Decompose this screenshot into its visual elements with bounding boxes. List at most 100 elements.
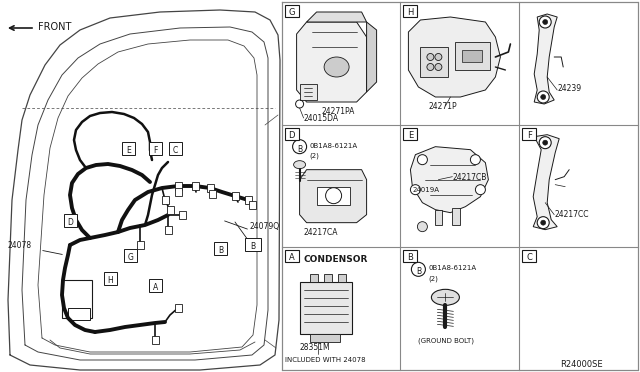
Bar bbox=[169, 142, 182, 155]
Bar bbox=[245, 196, 252, 204]
Text: D: D bbox=[289, 131, 295, 140]
Bar bbox=[285, 250, 299, 262]
Text: 24015DA: 24015DA bbox=[303, 114, 339, 123]
Text: 24217CB: 24217CB bbox=[452, 173, 487, 182]
Circle shape bbox=[410, 185, 420, 195]
Text: (2): (2) bbox=[310, 153, 319, 159]
Bar bbox=[403, 5, 417, 17]
Circle shape bbox=[543, 19, 548, 25]
Circle shape bbox=[537, 91, 549, 103]
Text: (GROUND BOLT): (GROUND BOLT) bbox=[419, 337, 474, 344]
Polygon shape bbox=[296, 22, 367, 102]
Polygon shape bbox=[435, 210, 442, 225]
Text: 24078: 24078 bbox=[8, 241, 32, 250]
Polygon shape bbox=[338, 274, 346, 282]
Bar bbox=[232, 192, 239, 200]
Bar bbox=[403, 250, 417, 262]
Circle shape bbox=[292, 140, 307, 154]
Bar bbox=[175, 188, 182, 196]
Bar bbox=[192, 182, 199, 190]
Polygon shape bbox=[62, 280, 92, 318]
Text: 24271P: 24271P bbox=[428, 102, 457, 111]
Text: 24239: 24239 bbox=[557, 84, 581, 93]
Circle shape bbox=[543, 140, 548, 145]
Text: B: B bbox=[218, 246, 223, 255]
Circle shape bbox=[537, 217, 549, 229]
Bar bbox=[122, 142, 135, 155]
Text: INCLUDED WITH 24078: INCLUDED WITH 24078 bbox=[285, 357, 365, 363]
Polygon shape bbox=[307, 12, 367, 22]
Text: C: C bbox=[173, 146, 178, 155]
Circle shape bbox=[412, 262, 426, 276]
Text: A: A bbox=[289, 253, 294, 262]
Polygon shape bbox=[310, 274, 317, 282]
Text: FRONT: FRONT bbox=[38, 22, 72, 32]
Bar bbox=[137, 241, 144, 249]
Ellipse shape bbox=[324, 57, 349, 77]
Polygon shape bbox=[300, 170, 367, 223]
Text: 24217CC: 24217CC bbox=[554, 210, 589, 219]
Circle shape bbox=[540, 137, 551, 149]
Polygon shape bbox=[68, 308, 90, 320]
Bar bbox=[165, 226, 172, 234]
Polygon shape bbox=[324, 274, 332, 282]
Bar bbox=[209, 190, 216, 198]
Text: 28351M: 28351M bbox=[300, 343, 330, 352]
Polygon shape bbox=[300, 282, 351, 334]
Circle shape bbox=[427, 54, 434, 61]
Ellipse shape bbox=[294, 161, 306, 169]
Polygon shape bbox=[534, 14, 557, 104]
Bar bbox=[179, 211, 186, 219]
Polygon shape bbox=[452, 208, 460, 225]
Bar bbox=[249, 201, 256, 209]
Polygon shape bbox=[310, 334, 340, 342]
Text: B: B bbox=[250, 242, 255, 251]
Text: 24271PA: 24271PA bbox=[322, 107, 355, 116]
Circle shape bbox=[435, 64, 442, 71]
Text: B: B bbox=[408, 253, 413, 262]
Text: F: F bbox=[154, 146, 157, 155]
Circle shape bbox=[435, 54, 442, 61]
Polygon shape bbox=[533, 135, 559, 230]
Polygon shape bbox=[300, 84, 317, 100]
Bar bbox=[285, 128, 299, 140]
Text: 24019A: 24019A bbox=[412, 187, 440, 193]
Bar bbox=[403, 128, 417, 140]
Text: 24079Q: 24079Q bbox=[250, 221, 280, 231]
Bar bbox=[124, 249, 137, 262]
Text: D: D bbox=[68, 218, 74, 227]
Text: F: F bbox=[527, 131, 532, 140]
Bar bbox=[522, 250, 536, 262]
Text: B: B bbox=[416, 267, 421, 276]
Text: R24000SE: R24000SE bbox=[560, 360, 603, 369]
Bar bbox=[285, 5, 299, 17]
Text: CONDENSOR: CONDENSOR bbox=[303, 255, 368, 264]
Bar bbox=[149, 142, 162, 155]
Circle shape bbox=[470, 155, 481, 165]
Circle shape bbox=[326, 187, 342, 203]
Text: B: B bbox=[297, 145, 302, 154]
Text: G: G bbox=[289, 8, 295, 17]
Circle shape bbox=[417, 155, 428, 165]
Circle shape bbox=[540, 16, 551, 28]
Polygon shape bbox=[317, 187, 349, 205]
Polygon shape bbox=[367, 22, 376, 92]
Bar bbox=[104, 272, 117, 285]
Text: (2): (2) bbox=[428, 275, 438, 282]
Polygon shape bbox=[408, 17, 500, 97]
Text: C: C bbox=[526, 253, 532, 262]
Text: A: A bbox=[153, 283, 158, 292]
Text: E: E bbox=[126, 146, 131, 155]
Text: H: H bbox=[407, 8, 413, 17]
Circle shape bbox=[476, 185, 485, 195]
Bar bbox=[214, 242, 227, 255]
Text: G: G bbox=[127, 253, 133, 262]
Bar bbox=[162, 196, 169, 204]
Circle shape bbox=[541, 220, 546, 225]
Bar bbox=[207, 184, 214, 192]
Bar bbox=[149, 279, 162, 292]
Polygon shape bbox=[420, 47, 449, 77]
Text: 0B1A8-6121A: 0B1A8-6121A bbox=[310, 143, 358, 149]
Bar bbox=[152, 336, 159, 344]
Circle shape bbox=[417, 222, 428, 232]
